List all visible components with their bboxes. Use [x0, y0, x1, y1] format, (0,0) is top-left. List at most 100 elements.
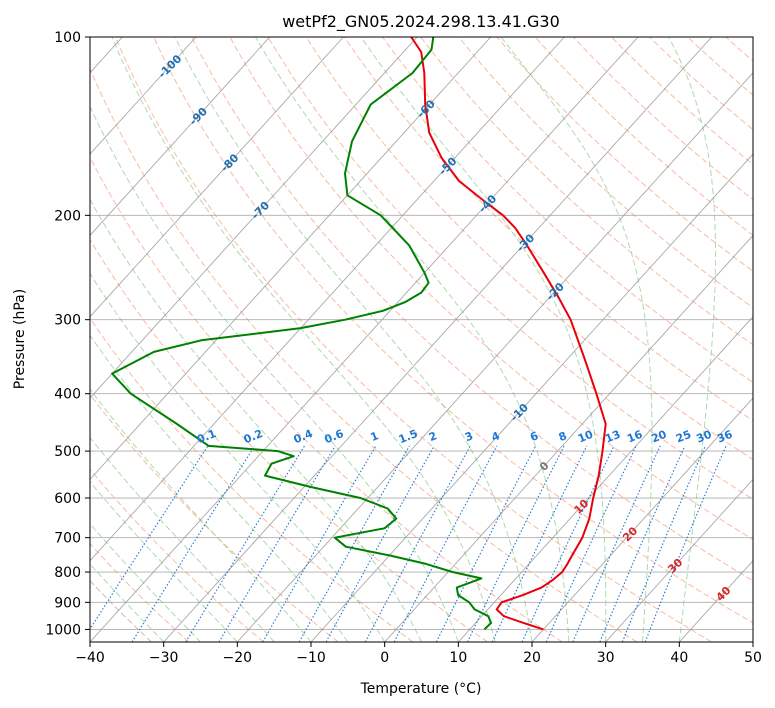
dry-adiabat	[90, 393, 339, 642]
dry-adiabat	[114, 37, 712, 642]
profile-series	[111, 37, 607, 631]
isotherm-gridline	[90, 37, 565, 562]
moist-adiabat	[90, 523, 201, 642]
mixing-ratio-line	[491, 445, 588, 642]
y-tick-label: 200	[54, 208, 81, 224]
dewpoint-line	[111, 37, 493, 631]
moist-adiabat	[255, 37, 570, 642]
isotherm-gridline	[90, 37, 418, 399]
mixing-ratio-line	[545, 445, 637, 642]
moist-adiabat	[90, 198, 422, 642]
mixing-ratio-label: 2	[427, 429, 439, 444]
y-tick-label: 700	[54, 531, 81, 547]
mixing-ratio-line	[218, 445, 336, 642]
y-tick-label: 900	[54, 595, 81, 611]
x-tick-label: 50	[744, 650, 762, 666]
mixing-ratio-line	[90, 445, 209, 631]
x-tick-label: 0	[380, 650, 389, 666]
y-tick-label: 1000	[45, 622, 81, 638]
dry-adiabat	[90, 238, 488, 642]
isotherm-gridline	[90, 37, 492, 481]
dry-adiabat	[191, 37, 753, 582]
isotherm-gridline	[457, 316, 753, 642]
mixing-ratio-label: 3	[463, 429, 475, 444]
mixing-ratio-line	[467, 445, 565, 642]
mixing-ratio-line	[521, 445, 615, 642]
y-tick-label: 100	[54, 30, 81, 46]
moist-adiabat	[668, 37, 716, 642]
mixing-ratio-line	[644, 445, 727, 642]
dry-adiabat	[534, 37, 753, 236]
y-tick-label: 300	[54, 313, 81, 329]
moist-adiabat	[500, 37, 653, 642]
mixing-ratio-label: 25	[674, 428, 693, 446]
y-tick-label: 400	[54, 387, 81, 403]
dry-adiabat	[611, 37, 753, 166]
y-tick-label: 800	[54, 565, 81, 581]
background-lines	[90, 37, 753, 642]
isotherm-gridline	[531, 397, 753, 642]
mixing-ratio-label: 16	[625, 428, 644, 446]
dry-adiabat	[420, 37, 753, 346]
x-tick-label: 20	[523, 650, 541, 666]
mixing-ratio-line	[131, 445, 256, 642]
isotherm-gridline	[90, 37, 271, 237]
x-tick-label: −10	[296, 650, 326, 666]
dry-adiabat	[572, 37, 753, 201]
chart-title: wetPf2_GN05.2024.298.13.41.G30	[282, 12, 560, 32]
isotherm-gridline	[163, 37, 713, 642]
mixing-ratio-label: 20	[649, 428, 668, 446]
dry-adiabat	[496, 37, 753, 272]
y-axis-label: Pressure (hPa)	[12, 289, 28, 389]
x-tick-label: −20	[223, 650, 253, 666]
isotherm-gridline	[90, 37, 639, 642]
mixing-ratio-line	[325, 445, 435, 642]
x-tick-label: −40	[75, 650, 105, 666]
moist-adiabat	[174, 37, 533, 642]
mixing-ratio-line	[572, 445, 661, 642]
isotherm-gridline	[90, 37, 344, 318]
dry-adiabat	[229, 37, 753, 541]
x-tick-label: 30	[597, 650, 615, 666]
moist-adiabat	[90, 272, 386, 642]
dry-adiabat	[382, 37, 753, 383]
mixing-ratio-line	[621, 445, 706, 642]
axes-frame	[89, 36, 754, 643]
mixing-ratio-label: 36	[715, 428, 734, 446]
mixing-ratio-label: 13	[603, 428, 622, 446]
mixing-ratio-label: 1	[369, 429, 381, 444]
mixing-ratio-line	[262, 445, 377, 642]
mixing-ratio-label: 10	[576, 428, 595, 446]
mixing-ratio-line	[599, 445, 686, 642]
mixing-ratio-line	[298, 445, 410, 642]
dry-adiabat	[153, 37, 753, 624]
moist-adiabat	[90, 436, 275, 642]
y-tick-label: 600	[54, 491, 81, 507]
moist-adiabat	[90, 334, 349, 642]
x-tick-label: −30	[149, 650, 179, 666]
dry-adiabat	[267, 37, 753, 500]
mixing-ratio-label: 8	[557, 429, 569, 444]
x-tick-label: 40	[670, 650, 688, 666]
temperature-line	[410, 37, 607, 631]
dry-adiabat	[90, 67, 638, 642]
dry-adiabat	[90, 317, 414, 642]
mixing-ratio-line	[435, 445, 537, 642]
moist-adiabat	[90, 388, 312, 642]
x-tick-label: 10	[449, 650, 467, 666]
mixing-ratio-label: 30	[695, 428, 714, 446]
isotherm-gridline	[90, 37, 197, 155]
isotherm-gridline	[384, 234, 753, 642]
dry-adiabat	[343, 37, 753, 422]
x-axis-label: Temperature (°C)	[360, 681, 482, 697]
moist-adiabat	[90, 481, 238, 642]
y-tick-label: 500	[54, 444, 81, 460]
dry-adiabat	[90, 468, 264, 642]
isotherm-gridline	[310, 153, 753, 642]
moist-adiabat	[360, 37, 607, 642]
axes: −40 −30 −20 −10 0 10 20 30 40 50 1000 900 800 700 600 5…	[45, 30, 762, 666]
isotherm-gridline	[605, 478, 753, 642]
moist-adiabat	[90, 105, 459, 642]
